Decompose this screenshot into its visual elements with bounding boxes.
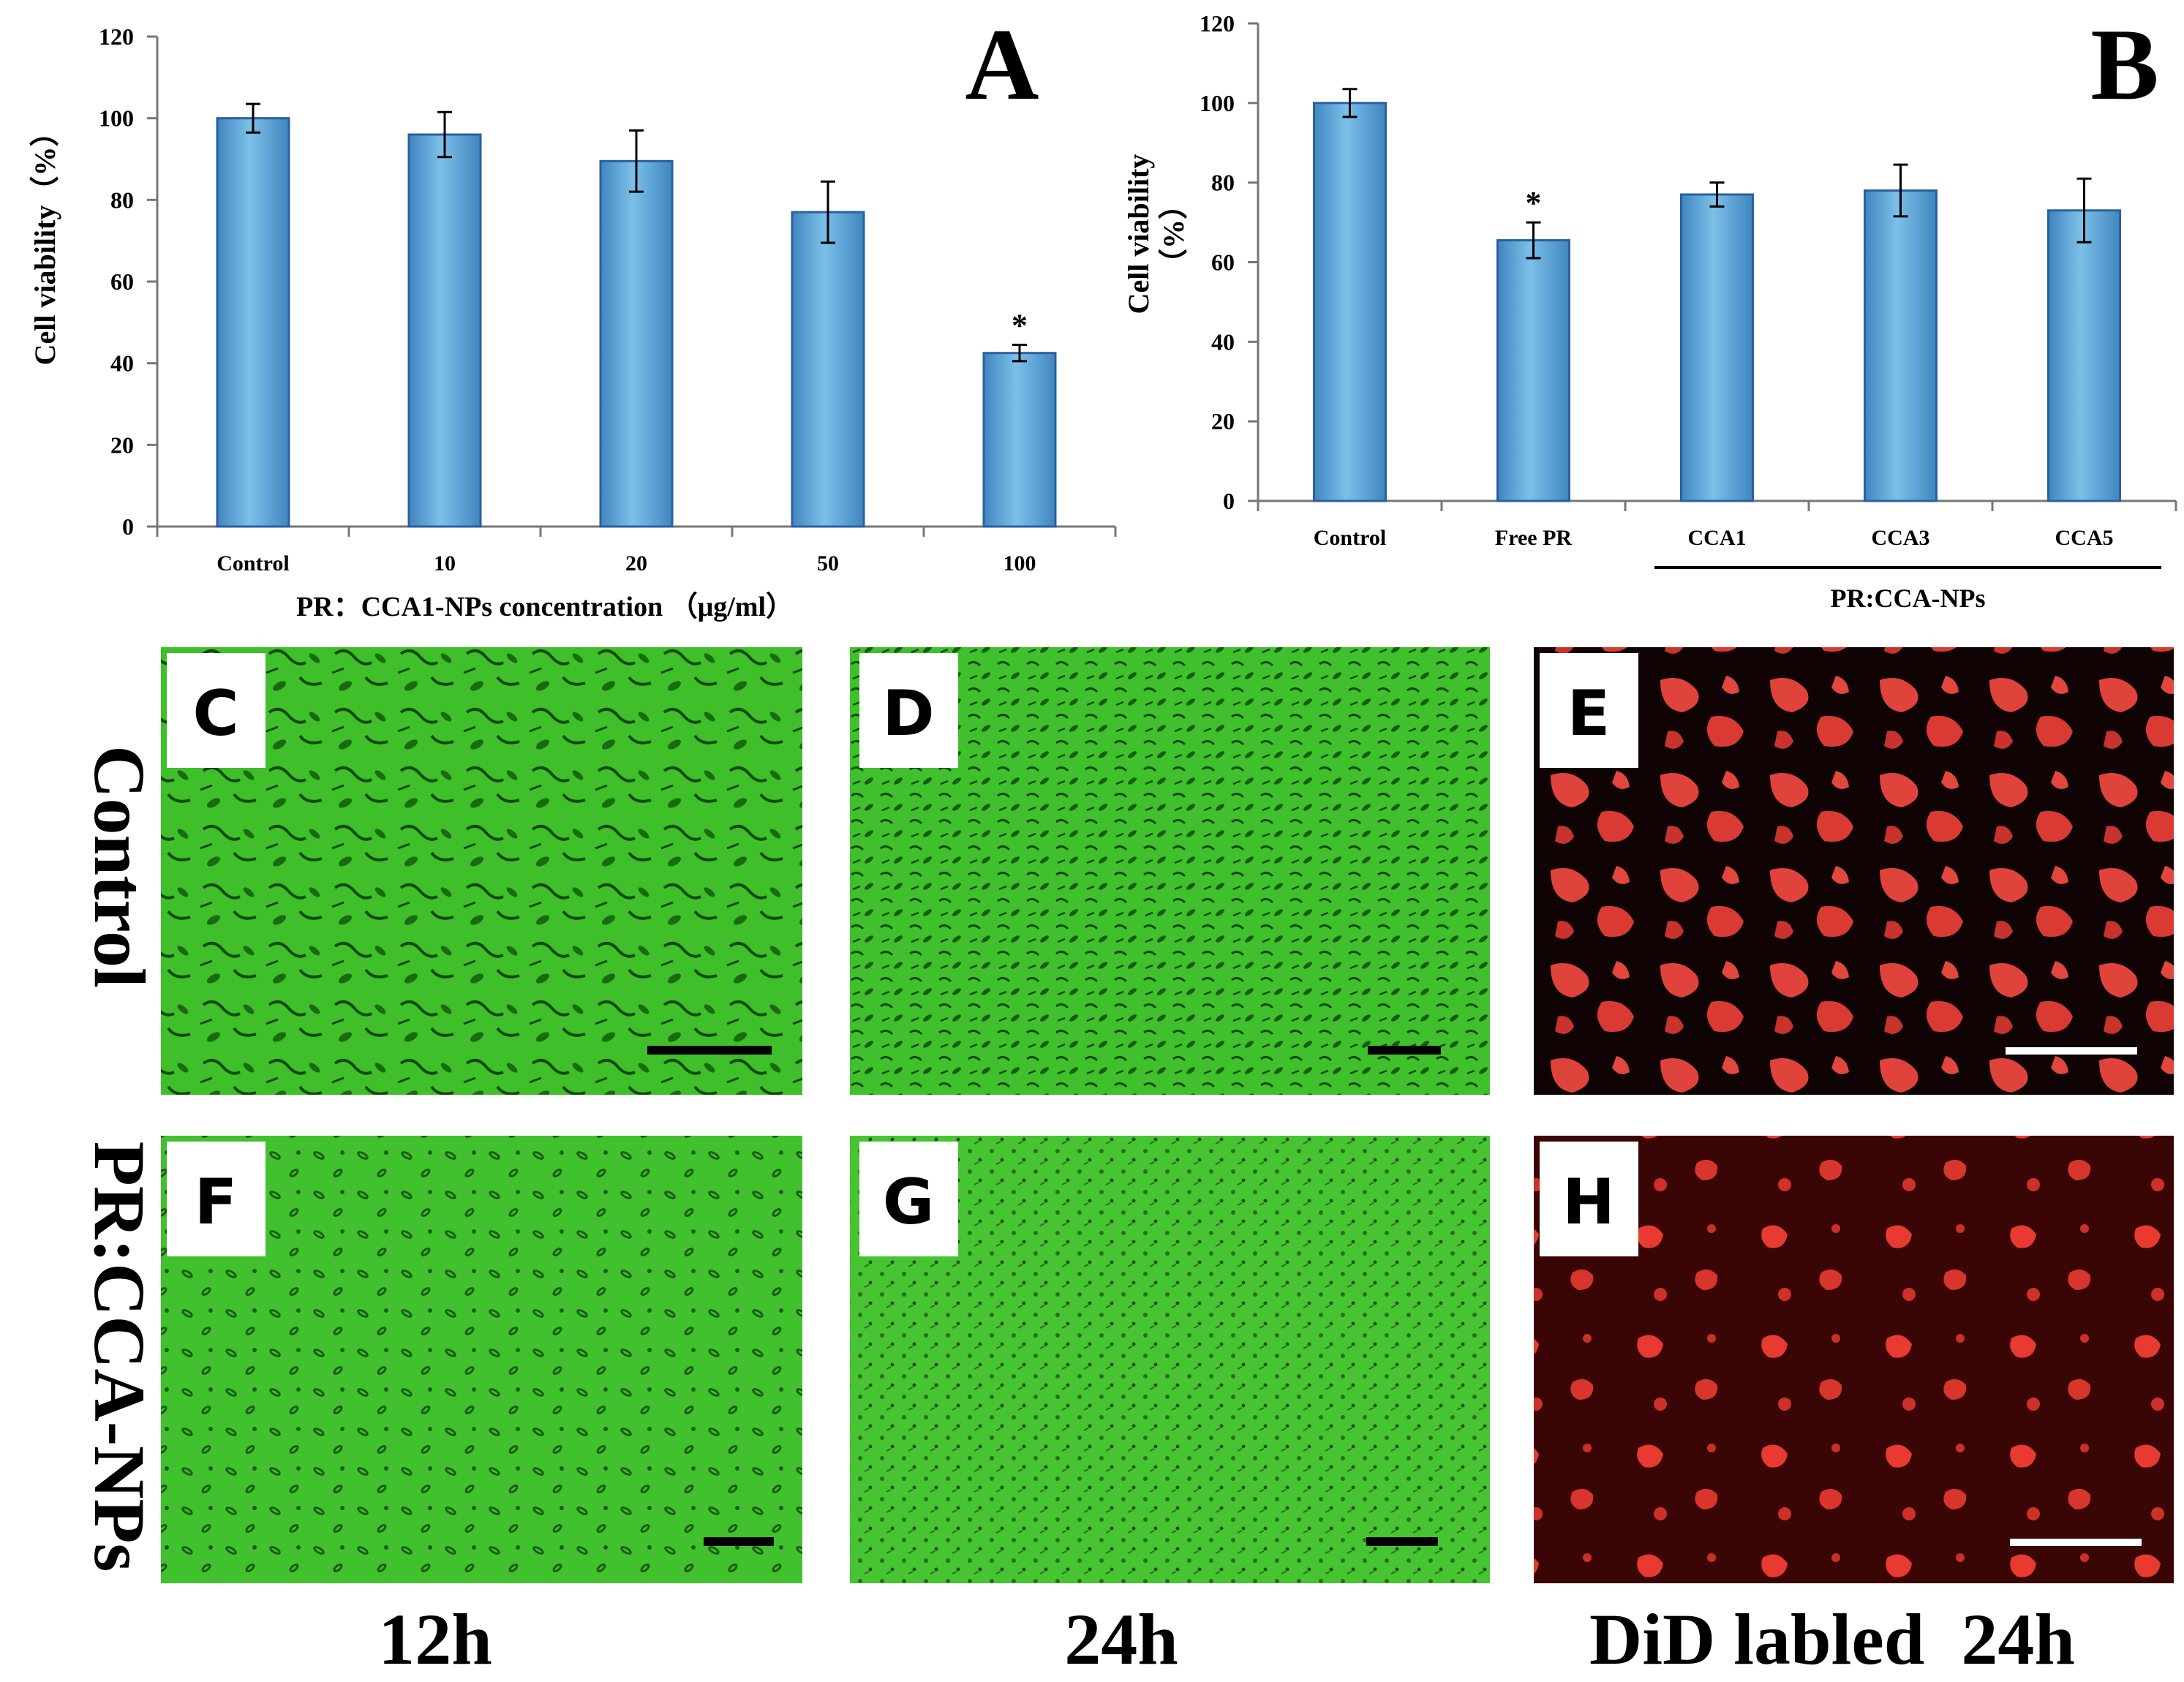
chart-b-x-tick-label: CCA1 <box>1688 526 1747 550</box>
chart-a-x-tick-label: Control <box>216 551 289 576</box>
chart-a-significance-mark: * <box>1012 308 1028 344</box>
chart-b-y-tick-label: 120 <box>1200 10 1235 37</box>
panel-box-c <box>167 653 266 768</box>
chart-b-y-tick-label: 0 <box>1223 488 1235 514</box>
micrograph-grid: C D E F G H Control PR:CCA-NPs 12h 24h D… <box>79 647 2174 1680</box>
column-label-12h: 12h <box>378 1599 492 1678</box>
chart-a-x-tick-label: 100 <box>1003 551 1036 576</box>
scale-bar-d <box>1368 1046 1441 1055</box>
chart-a-x-tick-label: 10 <box>434 551 456 576</box>
scale-bar-g <box>1366 1537 1438 1546</box>
panel-box-h <box>1540 1142 1638 1256</box>
chart-b-bar <box>1680 193 1754 502</box>
chart-b-bar <box>1864 189 1938 502</box>
row-label-treated: PR:CCA-NPs <box>79 1142 160 1572</box>
chart-b-y-tick-label: 60 <box>1211 249 1235 276</box>
scale-bar-c <box>647 1046 772 1055</box>
scale-bar-h <box>2010 1539 2142 1546</box>
chart-a-y-tick-label: 20 <box>110 431 134 458</box>
chart-a-bar <box>982 352 1057 528</box>
panel-label-b: B <box>2090 8 2158 121</box>
chart-a-x-tick-label: 50 <box>817 551 839 576</box>
chart-b-x-tick-label: Free PR <box>1495 526 1573 550</box>
chart-a-y-tick-label: 80 <box>110 186 134 213</box>
column-label-did-24h: DiD labled 24h <box>1589 1599 2075 1678</box>
chart-a-bar <box>407 133 482 528</box>
scale-bar-e <box>2006 1047 2137 1055</box>
chart-a-y-tick-label: 100 <box>99 105 134 132</box>
panel-box-f <box>167 1142 266 1256</box>
panel-label-f: F <box>195 1166 238 1239</box>
micrograph-h <box>1534 1136 2174 1583</box>
chart-b-y-axis-label: Cell viability（%） <box>1122 154 1190 314</box>
panel-box-e <box>1540 653 1638 768</box>
panel-label-c: C <box>192 677 238 750</box>
chart-a-y-axis-label: Cell viability（%） <box>29 118 61 366</box>
panel-box-d <box>859 653 958 768</box>
chart-b-group-label: PR:CCA-NPs <box>1831 584 1986 613</box>
chart-a-y-tick-label: 0 <box>122 513 134 540</box>
chart-a-y-tick-label: 40 <box>110 350 134 377</box>
chart-a-bar <box>791 211 865 528</box>
chart-b-y-axis-label-line: Cell viability <box>1122 154 1155 314</box>
chart-a-y-tick-label: 120 <box>99 23 134 50</box>
chart-b-y-tick-label: 40 <box>1211 328 1235 355</box>
chart-b-bar <box>1313 102 1387 502</box>
micrograph-e <box>1534 647 2174 1095</box>
panel-label-h: H <box>1562 1166 1615 1239</box>
panel-label-e: E <box>1567 677 1611 750</box>
chart-a-bar <box>599 159 674 528</box>
panel-label-g: G <box>883 1166 935 1239</box>
scale-bar-f <box>704 1537 774 1546</box>
panel-label-d: D <box>882 677 934 750</box>
chart-b-x-tick-label: Control <box>1314 526 1386 550</box>
chart-a-x-axis-label: PR：CCA1-NPs concentration （μg/ml） <box>296 592 794 622</box>
chart-b-bar <box>1496 239 1570 502</box>
chart-b-significance-mark: * <box>1526 185 1542 221</box>
panel-box-g <box>859 1142 958 1256</box>
panel-label-a: A <box>965 8 1039 121</box>
micrograph-c <box>161 647 802 1095</box>
chart-a-x-tick-label: 20 <box>625 551 647 576</box>
chart-b-y-tick-label: 20 <box>1211 408 1235 434</box>
chart-a-bar <box>216 117 290 528</box>
chart-b-y-tick-label: 80 <box>1211 170 1235 196</box>
chart-a: 0 20 40 60 80 100 120 Control 10 20 50 * 100 Cell via… <box>29 23 1117 622</box>
chart-b-x-tick-label: CCA3 <box>1872 526 1930 550</box>
column-label-24h: 24h <box>1064 1599 1178 1678</box>
micrograph-f <box>161 1136 802 1583</box>
chart-b-y-axis-label-line: （%） <box>1157 190 1190 278</box>
chart-b-bar <box>2047 209 2121 502</box>
row-label-control: Control <box>79 745 160 988</box>
chart-b-y-tick-label: 100 <box>1200 90 1235 116</box>
chart-b: 0 20 40 60 80 100 120 Control * Free PR CCA1 CCA3 CC… <box>1122 10 2177 613</box>
chart-a-y-tick-label: 60 <box>110 268 134 295</box>
chart-b-x-tick-label: CCA5 <box>2055 526 2114 550</box>
